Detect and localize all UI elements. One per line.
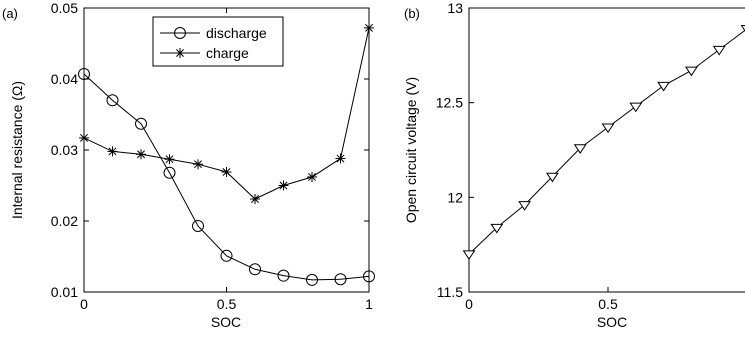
- panel-a-x-tick-label: 1: [365, 296, 373, 312]
- legend-box: [152, 16, 284, 67]
- panel-b-point-0: [545, 172, 559, 183]
- panel-b-series-line-0: [468, 29, 745, 255]
- panel-a-point-charge: [278, 180, 289, 191]
- panel-b-axes-box: [468, 7, 745, 293]
- panel-b-point-0: [490, 223, 504, 234]
- panel-a-x-tick-label: 0: [80, 296, 88, 312]
- panel-b-series: [462, 25, 745, 260]
- legend-marker-asterisk-icon: [175, 48, 185, 58]
- panel-b-point-0: [601, 123, 615, 134]
- panel-a-y-axis-label: Internal resistance (Ω): [9, 81, 25, 219]
- panel-a-point-charge: [79, 132, 89, 143]
- panel-b-point-0: [518, 201, 532, 211]
- panel-a-point-charge: [164, 154, 175, 165]
- panel-b-open-circuit-voltage: (b) 0 0.5 11.5 12 12.5 13 SOC Open circuit vo…: [403, 0, 745, 330]
- panel-b-x-axis-label: SOC: [597, 314, 627, 330]
- legend-entry-charge: charge: [206, 45, 249, 61]
- panel-a-point-charge-stroke: [194, 160, 202, 169]
- panel-a-point-charge: [364, 22, 374, 33]
- panel-a-point-discharge: [249, 263, 261, 276]
- panel-a-internal-resistance: (a) 0 0.5 1 0.01 0.02 0.03 0.04 0.05 SOC Intern…: [2, 0, 375, 330]
- panel-a-series: [78, 22, 375, 286]
- panel-a-y-tick-label: 0.01: [51, 284, 78, 300]
- panel-a-point-charge-stroke: [80, 133, 88, 142]
- panel-b-point-0: [573, 144, 587, 154]
- panel-a-point-discharge: [106, 94, 119, 107]
- panel-a-point-charge-stroke: [222, 168, 231, 176]
- panel-a-point-charge: [335, 153, 346, 164]
- panel-a-legend: discharge charge: [152, 16, 284, 67]
- panel-a-series-line-discharge: [83, 73, 370, 281]
- panel-b-y-tick-label: 11.5: [437, 284, 463, 300]
- panel-b-y-tick-label: 13: [447, 0, 463, 16]
- panel-b-point-0: [657, 81, 671, 92]
- panel-a-point-charge: [136, 149, 146, 160]
- panel-b-point-0: [629, 102, 643, 113]
- panel-a-point-charge-stroke: [108, 147, 117, 156]
- panel-a-point-discharge: [135, 117, 147, 130]
- panel-a-point-charge-stroke: [308, 173, 316, 181]
- panel-a-point-charge: [193, 159, 203, 170]
- panel-a-point-charge-stroke: [336, 154, 345, 163]
- panel-a-point-discharge: [192, 219, 204, 232]
- panel-a-point-discharge: [163, 166, 176, 179]
- panel-a-point-charge-stroke: [137, 150, 145, 159]
- panel-a-point-charge-stroke: [279, 181, 288, 190]
- panel-b-ticks: 0 0.5 11.5 12 12.5 13: [436, 0, 618, 312]
- panel-a-label: (a): [2, 6, 18, 21]
- panel-a-y-tick-label: 0.05: [51, 0, 78, 16]
- panel-a-point-discharge: [306, 273, 318, 286]
- panel-b-x-tick-label: 0.5: [598, 296, 618, 312]
- panel-b-point-0: [684, 66, 698, 77]
- legend-entry-discharge: discharge: [206, 25, 267, 41]
- panel-a-point-discharge: [277, 269, 290, 282]
- panel-a-point-charge: [250, 193, 260, 204]
- panel-a-point-discharge: [363, 270, 375, 283]
- panel-a-point-charge-stroke: [165, 155, 174, 164]
- legend-asterisk-glyph: [175, 48, 185, 58]
- panel-a-point-charge-stroke: [251, 195, 259, 203]
- panel-b-x-tick-label: 0: [465, 296, 473, 312]
- panel-b-label: (b): [404, 6, 420, 21]
- legend-asterisk-glyph-stroke: [176, 49, 184, 57]
- legend-marker-circle-icon: [174, 27, 186, 39]
- panel-a-ticks: 0 0.5 1 0.01 0.02 0.03 0.04 0.05: [51, 0, 373, 312]
- panel-b-y-axis-label: Open circuit voltage (V): [403, 77, 419, 223]
- panel-a-x-tick-label: 0.5: [217, 296, 237, 312]
- panel-b-point-0: [712, 45, 726, 56]
- panel-a-point-charge: [307, 171, 317, 182]
- panel-a-point-charge-stroke: [365, 23, 373, 32]
- panel-a-y-tick-label: 0.02: [51, 213, 78, 229]
- panel-a-point-discharge: [78, 68, 90, 81]
- panel-a-x-axis-label: SOC: [211, 314, 241, 330]
- panel-b-y-tick-label: 12: [447, 189, 463, 205]
- panel-a-point-charge: [107, 146, 118, 157]
- panel-b-point-0: [740, 25, 745, 32]
- panel-a-point-charge: [221, 167, 232, 178]
- panel-b-y-tick-label: 12.5: [436, 95, 463, 111]
- panel-a-point-discharge: [220, 249, 233, 262]
- panel-a-y-tick-label: 0.03: [51, 142, 78, 158]
- panel-a-point-discharge: [334, 273, 347, 286]
- panel-a-y-tick-label: 0.04: [51, 71, 78, 87]
- panel-b-point-0: [462, 250, 476, 260]
